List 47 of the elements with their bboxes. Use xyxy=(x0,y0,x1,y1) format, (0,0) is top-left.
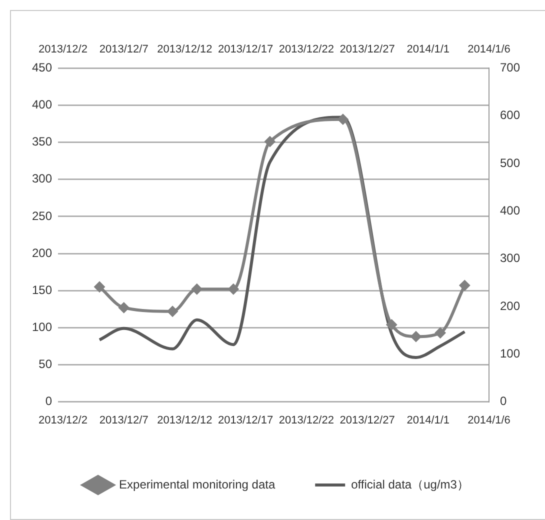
y-tick-label: 350 xyxy=(32,134,52,149)
point xyxy=(410,331,422,342)
y-tick-label: 400 xyxy=(32,98,52,112)
y-tick-label: 200 xyxy=(32,246,52,260)
x-tick-label: 2013/12/12 xyxy=(157,44,212,56)
x-tick-label: 2014/1/1 xyxy=(406,44,450,56)
point xyxy=(459,280,470,291)
y2-tick-label: 500 xyxy=(500,156,520,170)
x-tick-label: 2013/12/7 xyxy=(99,44,148,56)
point xyxy=(191,284,202,295)
x2-tick-label: 2014/1/6 xyxy=(468,414,510,426)
y-tick-label: 0 xyxy=(45,394,52,408)
x-tick-label: 2013/12/22 xyxy=(278,44,334,56)
x2-tick-label: 2014/1/1 xyxy=(406,414,450,426)
y2-tick-label: 700 xyxy=(500,60,520,75)
x2-tick-label: 2013/12/2 xyxy=(38,414,88,426)
y-tick-label: 450 xyxy=(32,60,52,75)
x-tick-label: 2013/12/17 xyxy=(218,44,274,56)
point xyxy=(94,281,106,292)
y-tick-label: 250 xyxy=(32,208,52,223)
y2-tick-label: 400 xyxy=(500,203,520,218)
point xyxy=(264,136,276,148)
legend-label: Experimental monitoring data xyxy=(119,477,276,492)
y2-tick-label: 100 xyxy=(500,346,520,360)
y-tick-label: 50 xyxy=(38,357,52,372)
x2-tick-label: 2013/12/22 xyxy=(278,414,334,426)
y2-tick-label: 0 xyxy=(500,394,507,408)
x-tick-label: 2013/12/27 xyxy=(340,44,395,56)
point xyxy=(118,302,130,314)
x-tick-label: 2013/12/2 xyxy=(38,44,88,56)
y2-tick-label: 200 xyxy=(500,298,520,313)
x2-tick-label: 2013/12/12 xyxy=(157,414,212,426)
point xyxy=(386,319,398,330)
y-tick-label: 300 xyxy=(32,172,52,186)
x2-tick-label: 2013/12/7 xyxy=(99,414,148,426)
point xyxy=(337,114,348,125)
y-tick-label: 150 xyxy=(32,282,52,297)
x-tick-label: 2014/1/6 xyxy=(468,44,510,56)
x2-tick-label: 2013/12/17 xyxy=(218,414,274,426)
y2-tick-label: 300 xyxy=(500,251,520,266)
point xyxy=(434,327,446,338)
legend-label: official data（ug/m3） xyxy=(351,477,469,492)
y2-tick-label: 600 xyxy=(500,108,520,122)
x2-tick-label: 2013/12/27 xyxy=(340,414,395,426)
y-tick-label: 100 xyxy=(32,320,52,334)
point xyxy=(228,284,239,295)
point xyxy=(167,306,178,317)
